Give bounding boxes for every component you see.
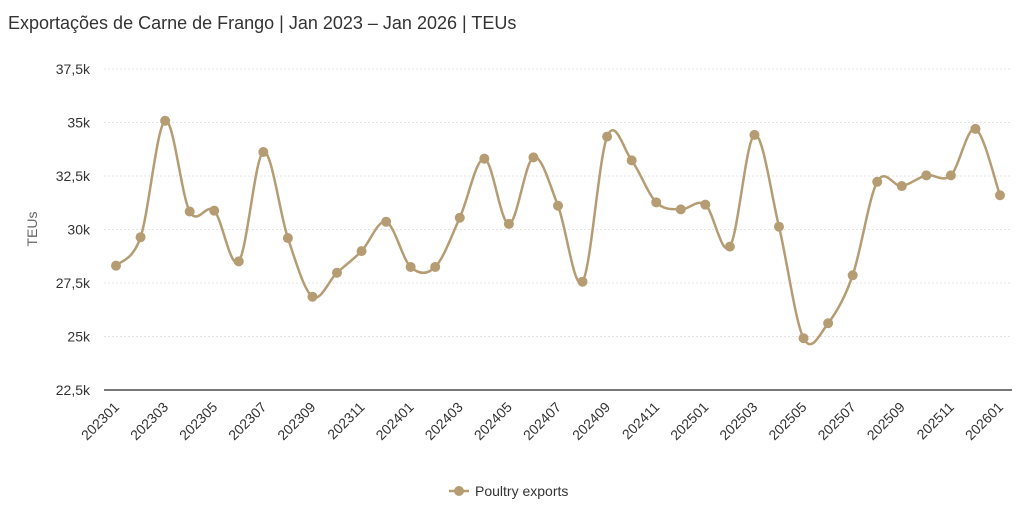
- data-point: [503, 218, 514, 229]
- x-tick-label: 202505: [765, 399, 809, 443]
- y-tick-label: 32,5k: [56, 168, 91, 184]
- data-point: [945, 170, 956, 181]
- x-tick-label: 202411: [619, 399, 663, 443]
- series-line: [115, 119, 1002, 346]
- x-tick-label: 202507: [814, 399, 858, 443]
- data-point: [454, 212, 465, 223]
- x-tick-label: 202601: [962, 399, 1006, 443]
- data-point: [528, 152, 539, 163]
- data-point: [970, 123, 981, 134]
- x-tick-label: 202407: [520, 399, 564, 443]
- x-tick-label: 202309: [274, 399, 318, 443]
- legend-marker-icon: [454, 486, 464, 496]
- data-point: [798, 333, 809, 344]
- y-tick-label: 37,5k: [56, 61, 91, 77]
- data-point: [405, 261, 416, 272]
- y-tick-label: 22,5k: [56, 382, 91, 398]
- data-point: [602, 131, 613, 142]
- data-point: [995, 190, 1005, 201]
- x-tick-label: 202503: [716, 399, 760, 443]
- data-point: [553, 200, 563, 211]
- data-point: [724, 241, 735, 252]
- data-point: [700, 199, 711, 210]
- x-tick-label: 202301: [78, 399, 122, 443]
- data-point: [356, 246, 367, 257]
- data-point: [823, 318, 834, 329]
- x-tick-label: 202409: [569, 399, 613, 443]
- x-tick-label: 202511: [913, 399, 957, 443]
- x-tick-label: 202305: [176, 399, 220, 443]
- y-tick-label: 25k: [67, 329, 91, 345]
- data-point: [872, 176, 883, 187]
- data-point: [233, 256, 244, 267]
- data-point: [921, 170, 932, 181]
- legend-label: Poultry exports: [475, 483, 568, 499]
- data-point: [258, 147, 269, 158]
- x-tick-label: 202403: [422, 399, 466, 443]
- x-tick-label: 202509: [864, 399, 908, 443]
- x-tick-label: 202501: [667, 399, 711, 443]
- data-point: [184, 206, 195, 217]
- data-point: [774, 221, 784, 232]
- data-point: [381, 216, 392, 227]
- data-point: [307, 291, 318, 302]
- legend-item[interactable]: Poultry exports: [449, 483, 568, 499]
- data-point: [430, 261, 441, 272]
- data-point: [675, 204, 686, 215]
- data-point: [111, 260, 121, 271]
- data-point: [896, 181, 907, 192]
- data-point: [160, 115, 171, 126]
- data-point: [651, 197, 662, 208]
- x-tick-label: 202401: [372, 399, 416, 443]
- data-point: [332, 267, 342, 278]
- x-tick-label: 202311: [324, 399, 368, 443]
- x-tick-label: 202405: [471, 399, 515, 443]
- y-axis-label: TEUs: [24, 212, 40, 247]
- y-tick-label: 27,5k: [56, 275, 91, 291]
- data-point: [626, 155, 637, 166]
- data-point: [135, 232, 146, 243]
- data-point: [847, 270, 858, 281]
- chart-title: Exportações de Carne de Frango | Jan 202…: [8, 13, 517, 33]
- data-point: [209, 205, 220, 216]
- data-point: [749, 129, 760, 140]
- data-point: [479, 153, 490, 164]
- y-tick-label: 30k: [67, 222, 91, 238]
- data-point: [577, 276, 588, 287]
- data-point: [282, 233, 293, 244]
- y-tick-label: 35k: [67, 115, 91, 131]
- x-tick-label: 202307: [225, 399, 269, 443]
- x-tick-label: 202303: [127, 399, 171, 443]
